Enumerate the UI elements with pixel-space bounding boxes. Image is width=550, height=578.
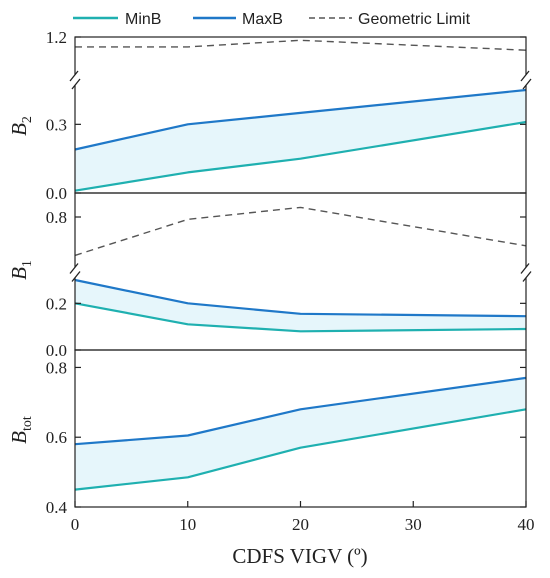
y-tick-label-btot: 0.4 [46, 498, 68, 517]
y-tick-label-b1: 0.0 [46, 341, 67, 360]
legend-label-minb: MinB [125, 11, 161, 28]
axis-break-mask [71, 267, 79, 278]
axis-break-mark [520, 70, 530, 82]
band-b1 [75, 280, 526, 332]
panel-b2: 1.2 0.0 0.3 B2 [7, 28, 532, 203]
y-tick-label-b1: 0.2 [46, 294, 67, 313]
panel-b1: 0.8 0.0 0.2 B1 [7, 192, 532, 360]
x-tick-label: 30 [405, 515, 422, 534]
y-axis-title-b1: B1 [7, 260, 35, 280]
axis-break-mask [522, 75, 530, 85]
x-axis-title: CDFS VIGV (º) [232, 544, 367, 568]
series-line-maxb-b2 [74, 88, 527, 151]
y-axis-title-b2: B2 [7, 116, 35, 136]
y-tick-label-b2: 0.0 [46, 184, 67, 203]
legend: MinB MaxB Geometric Limit [73, 11, 471, 28]
y-axis-title-btot: Btot [7, 416, 35, 444]
series-line-minb-b2 [74, 120, 527, 192]
series-line-geo-b1 [74, 206, 527, 257]
series-line-minb-b1 [74, 302, 527, 333]
axis-break-mark [520, 263, 530, 274]
y-tick-label-btot: 0.8 [46, 358, 67, 377]
axis-break-mark [69, 70, 79, 82]
axis-break-mark [69, 263, 79, 274]
axis-break-mark [522, 271, 532, 282]
band-b2 [75, 90, 526, 191]
axis-break-mask [522, 267, 530, 278]
x-tick-label: 40 [518, 515, 535, 534]
axis-break-mark [71, 271, 81, 282]
x-tick-label: 20 [292, 515, 309, 534]
legend-label-maxb: MaxB [242, 11, 283, 28]
series-line-geo-b2 [75, 39, 527, 51]
series-line-maxb-b1 [74, 278, 527, 318]
x-tick-label: 10 [179, 515, 196, 534]
legend-label-geometric-limit: Geometric Limit [358, 11, 471, 28]
y-tick-label-btot: 0.6 [46, 428, 67, 447]
axis-break-mark [522, 78, 532, 90]
axis-break-mask [71, 75, 79, 85]
series-line-maxb-btot [74, 376, 527, 446]
x-tick-label: 0 [71, 515, 80, 534]
axis-break-mark [71, 78, 81, 90]
y-tick-label-b2: 0.3 [46, 115, 67, 134]
y-tick-label-b1: 0.8 [46, 208, 67, 227]
band-btot [75, 377, 526, 490]
panel-btot: 0.4 0.6 0.8 Btot [7, 349, 527, 517]
series-line-minb-btot [74, 408, 527, 491]
x-axis: 0 10 20 30 40 [71, 501, 535, 534]
y-tick-label-b2: 1.2 [46, 28, 67, 47]
